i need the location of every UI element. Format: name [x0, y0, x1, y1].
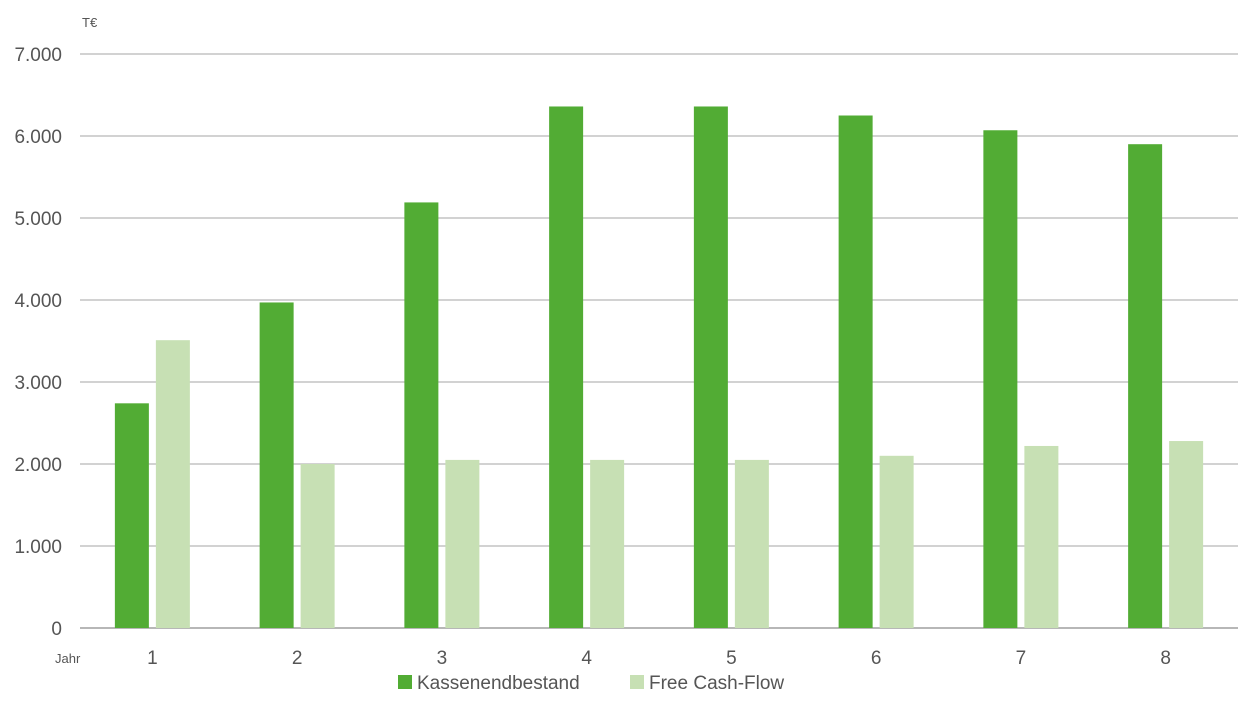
- y-tick-label: 0: [51, 619, 62, 640]
- bar-kassenendbestand: [114, 403, 149, 628]
- bars: [114, 106, 1204, 629]
- bar-free-cash-flow: [445, 459, 480, 628]
- bar-kassenendbestand: [404, 202, 439, 629]
- bar-kassenendbestand: [693, 106, 728, 629]
- x-tick-label: 4: [581, 648, 592, 669]
- bar-free-cash-flow: [734, 459, 769, 628]
- bar-free-cash-flow: [155, 340, 190, 628]
- x-tick-labels: 1 2 3 4 5 6 7 8: [147, 648, 1171, 669]
- unit-label: T€: [82, 15, 98, 30]
- bar-kassenendbestand: [1128, 144, 1163, 628]
- bar-free-cash-flow: [590, 459, 625, 628]
- bar-kassenendbestand: [259, 302, 294, 628]
- legend-swatch: [630, 675, 644, 689]
- bar-kassenendbestand: [838, 115, 873, 628]
- bar-kassenendbestand: [549, 106, 584, 629]
- x-tick-label: 1: [147, 648, 158, 669]
- x-tick-label: 6: [871, 648, 882, 669]
- y-tick-label: 4.000: [14, 291, 62, 312]
- y-tick-label: 6.000: [14, 127, 62, 148]
- y-tick-label: 2.000: [14, 455, 62, 476]
- legend-label: Kassenendbestand: [417, 673, 580, 694]
- y-tick-labels: 0 1.000 2.000 3.000 4.000 5.000 6.000 7.000: [14, 45, 62, 640]
- gridlines: [80, 53, 1238, 629]
- x-axis-label: Jahr: [55, 651, 81, 666]
- bar-free-cash-flow: [300, 464, 335, 628]
- x-tick-label: 8: [1160, 648, 1171, 669]
- bar-free-cash-flow: [1024, 445, 1059, 628]
- bar-free-cash-flow: [1169, 441, 1204, 628]
- legend-label: Free Cash-Flow: [649, 673, 784, 694]
- legend: Kassenendbestand Free Cash-Flow: [398, 673, 784, 694]
- x-tick-label: 7: [1016, 648, 1027, 669]
- x-tick-label: 2: [292, 648, 303, 669]
- x-tick-label: 3: [437, 648, 448, 669]
- x-tick-label: 5: [726, 648, 737, 669]
- legend-swatch: [398, 675, 412, 689]
- y-tick-label: 1.000: [14, 537, 62, 558]
- bar-free-cash-flow: [879, 455, 914, 628]
- bar-kassenendbestand: [983, 130, 1018, 628]
- y-tick-label: 5.000: [14, 209, 62, 230]
- y-tick-label: 7.000: [14, 45, 62, 66]
- y-tick-label: 3.000: [14, 373, 62, 394]
